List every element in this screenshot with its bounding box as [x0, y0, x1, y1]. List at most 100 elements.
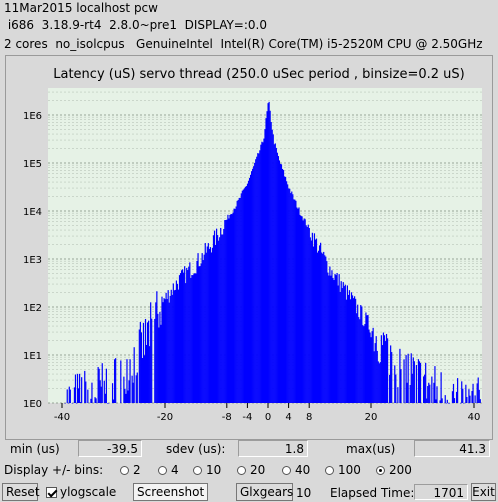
histogram-bar	[207, 243, 209, 403]
histogram-bar	[281, 168, 284, 403]
histogram-bar	[295, 200, 297, 403]
histogram-bar	[435, 399, 437, 403]
max-label: max(us)	[346, 442, 396, 456]
histogram-bar	[269, 110, 271, 403]
histogram-bar	[452, 383, 455, 403]
histogram-bar	[440, 372, 442, 403]
histogram-bar	[227, 214, 229, 403]
histogram-bar	[300, 215, 302, 403]
histogram-bar	[313, 233, 316, 403]
histogram-bar	[297, 208, 299, 403]
histogram-bar	[95, 398, 97, 403]
display-bins-label: Display +/- bins:	[4, 463, 104, 477]
histogram-bar	[94, 397, 96, 403]
histogram-bar	[261, 141, 263, 403]
histogram-bar	[142, 322, 145, 403]
histogram-bar	[76, 373, 79, 403]
y-tick-label: 1E4	[23, 207, 42, 218]
histogram-bar	[457, 378, 459, 403]
histogram-bar	[81, 377, 83, 403]
bins-radio-200[interactable]: 200	[376, 463, 412, 477]
histogram-bar	[290, 193, 292, 403]
histogram-bar	[272, 134, 274, 404]
histogram-bar	[237, 199, 239, 403]
radio-indicator	[193, 466, 202, 475]
bins-radio-10[interactable]: 10	[193, 463, 221, 477]
screenshot-button[interactable]: Screenshot	[133, 483, 208, 501]
histogram-bar	[334, 273, 336, 403]
x-tick-label: 8	[306, 412, 312, 423]
histogram-bar	[98, 368, 100, 403]
bins-radio-100[interactable]: 100	[325, 463, 361, 477]
histogram-bar	[114, 359, 116, 403]
histogram-bar	[107, 403, 110, 404]
histogram-bar	[144, 318, 147, 403]
histogram-bar	[425, 362, 427, 403]
min-label: min (us)	[10, 442, 60, 456]
histogram-bar	[444, 395, 446, 403]
histogram-bar	[315, 238, 318, 403]
histogram-bar	[378, 363, 380, 403]
radio-indicator-selected	[376, 466, 385, 475]
histogram-bar	[399, 348, 401, 403]
histogram-bar	[258, 153, 260, 403]
bins-radio-20[interactable]: 20	[237, 463, 265, 477]
bins-radio-4[interactable]: 4	[158, 463, 179, 477]
histogram-bar	[75, 403, 78, 404]
histogram-bar	[359, 319, 361, 403]
histogram-bar	[369, 332, 371, 403]
histogram-bar	[228, 218, 230, 403]
histogram-bar	[194, 273, 196, 403]
histogram-bar	[129, 359, 131, 403]
histogram-bar	[361, 306, 363, 403]
x-tick-label: 40	[468, 412, 481, 423]
histogram-bar	[434, 366, 436, 403]
histogram-bar	[112, 399, 115, 403]
histogram-bar	[307, 224, 309, 403]
histogram-bar	[139, 322, 141, 403]
histogram-bar	[327, 272, 329, 403]
histogram-bar	[462, 388, 464, 403]
histogram-bar	[436, 386, 438, 403]
histogram-bar	[385, 333, 388, 403]
exit-button[interactable]: Exit	[471, 483, 496, 501]
ylogscale-checkbox[interactable]: ylogscale	[46, 485, 116, 499]
glxgears-button[interactable]: Glxgears	[236, 483, 293, 501]
histogram-bar	[343, 286, 345, 403]
histogram-bar	[446, 399, 448, 403]
elapsed-time-label: Elapsed Time:	[330, 486, 415, 500]
histogram-bar	[389, 374, 391, 403]
histogram-bar	[176, 283, 179, 403]
histogram-bar	[333, 280, 335, 403]
histogram-bar	[259, 150, 261, 403]
histogram-bar	[189, 262, 191, 403]
radio-label: 40	[295, 463, 311, 477]
histogram-bar	[64, 403, 66, 404]
bins-radio-2[interactable]: 2	[120, 463, 141, 477]
histogram-bar	[453, 398, 456, 403]
y-tick-label: 1E3	[23, 255, 42, 266]
histogram-bar	[373, 351, 375, 403]
histogram-bar	[225, 220, 227, 403]
x-tick-label: 4	[285, 412, 291, 423]
histogram-bar	[186, 267, 188, 403]
histogram-bar	[478, 389, 480, 403]
histogram-bar	[71, 403, 73, 404]
histogram-bar	[115, 358, 117, 403]
y-tick-label: 1E5	[23, 159, 42, 170]
histogram-bar	[370, 337, 372, 403]
histogram-bar	[239, 197, 241, 403]
histogram-bar	[262, 142, 264, 404]
histogram-bar	[219, 237, 221, 403]
reset-button[interactable]: Reset	[2, 483, 40, 501]
bins-radio-40[interactable]: 40	[282, 463, 310, 477]
histogram-bar	[244, 186, 247, 403]
histogram-bar	[439, 400, 441, 403]
histogram-bar	[374, 343, 376, 403]
histogram-bar	[162, 302, 164, 403]
x-tick-label: -40	[54, 412, 70, 423]
histogram-bar	[246, 183, 249, 403]
header-line-date-host: 11Mar2015 localhost pcw	[4, 1, 158, 15]
histogram-bar	[253, 166, 255, 403]
histogram-bar	[91, 382, 93, 403]
